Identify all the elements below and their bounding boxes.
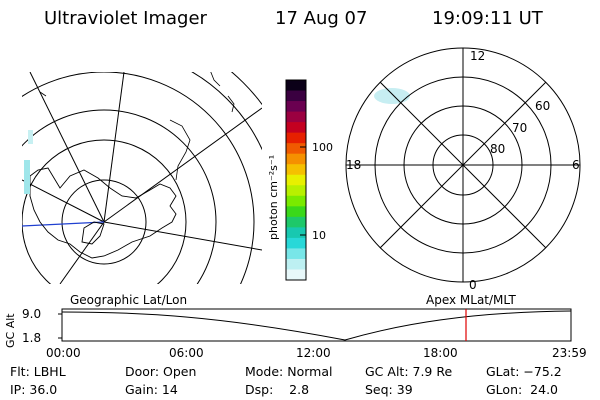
color-bar-segment: [286, 216, 306, 228]
coastline: [210, 72, 221, 87]
color-bar-segment: [286, 80, 306, 92]
color-bar-segment: [286, 143, 306, 155]
color-bar-segment: [286, 90, 306, 102]
latitude-circle: [22, 139, 187, 284]
color-bar-segment: [286, 122, 306, 134]
coastline: [169, 119, 191, 181]
color-bar-segment: [286, 269, 306, 281]
altitude-y-tick-label: 9.0: [22, 307, 41, 321]
coastline: [81, 221, 105, 245]
meridian-line: [29, 72, 105, 223]
color-bar-tick-label: 100: [312, 141, 333, 154]
magnetic-map-caption: Apex MLat/MLT: [426, 293, 516, 307]
meridian-line: [103, 72, 125, 223]
color-bar-segment: [286, 153, 306, 165]
meridian-line: [103, 107, 262, 223]
coastline: [29, 167, 177, 259]
magnetic-polar-map: [345, 47, 581, 283]
color-bar: [286, 80, 306, 281]
coastline: [227, 95, 235, 113]
color-bar-segment: [286, 258, 306, 270]
aurora-emission: [24, 160, 30, 194]
color-bar-unit-label: photon cm⁻²s⁻¹: [267, 155, 280, 240]
color-bar-segment: [286, 237, 306, 249]
info-seq: Seq: 39: [365, 382, 413, 397]
time-tick-label: 00:00: [46, 346, 81, 360]
color-bar-segment: [286, 101, 306, 113]
latitude-circle: [22, 109, 217, 284]
altitude-strip-frame: [61, 308, 572, 342]
mlat-label: 60: [535, 99, 550, 113]
info-mode: Mode: Normal: [245, 364, 332, 379]
color-bar-segment: [286, 174, 306, 186]
terminator-line: [22, 221, 105, 227]
mlat-circle: [403, 105, 523, 225]
aurora-emission: [374, 88, 410, 104]
info-gc-alt: GC Alt: 7.9 Re: [365, 364, 452, 379]
mlt-line: [379, 81, 547, 249]
time-tick-label: 06:00: [169, 346, 204, 360]
image-title: Ultraviolet Imager: [44, 8, 207, 29]
color-bar-segment: [286, 195, 306, 207]
color-bar-segment: [286, 227, 306, 239]
color-bar-tick-label: 10: [312, 229, 326, 242]
time-tick-label: 12:00: [296, 346, 331, 360]
mlat-label: 70: [512, 121, 527, 135]
color-bar-segment: [286, 248, 306, 260]
meridian-line: [103, 221, 262, 251]
info-glat: GLat: −75.2: [486, 364, 562, 379]
observation-time: 19:09:11 UT: [432, 8, 543, 29]
latitude-circle: [61, 179, 147, 265]
color-bar-segment: [286, 185, 306, 197]
coastline: [39, 91, 47, 97]
info-ip: IP: 36.0: [10, 382, 57, 397]
color-bar-segment: [286, 164, 306, 176]
altitude-strip: 9.0 1.8 GC Alt 00:00 06:00 12:00 18:00 2…: [4, 307, 587, 360]
mlt-label-right: 6: [572, 158, 580, 172]
altitude-axis-label: GC Alt: [4, 313, 17, 348]
color-bar-segment: [286, 111, 306, 123]
instrument-info-table: Flt: LBHL Door: Open Mode: Normal GC Alt…: [10, 364, 562, 397]
latitude-circle: [230, 72, 262, 106]
info-door: Door: Open: [125, 364, 196, 379]
mlat-circle: [374, 76, 552, 254]
color-bar-frame: [285, 79, 307, 281]
meridian-line: [22, 179, 105, 223]
color-bar-segment: [286, 132, 306, 144]
mlt-label-bottom: 0: [469, 278, 477, 292]
altitude-y-tick-label: 1.8: [22, 331, 41, 345]
latitude-circle: [22, 72, 255, 284]
info-filter: Flt: LBHL: [10, 364, 66, 379]
color-bar-segment: [286, 206, 306, 218]
info-glon: GLon: 24.0: [486, 382, 558, 397]
mlt-label-left: 18: [346, 158, 361, 172]
aurora-emission: [28, 130, 33, 144]
info-gain: Gain: 14: [125, 382, 178, 397]
info-dsp: Dsp: 2.8: [245, 382, 309, 397]
mlat-label: 80: [490, 142, 505, 156]
latitude-circle: [191, 72, 262, 151]
time-tick-label: 18:00: [423, 346, 458, 360]
mlat-circle: [345, 47, 581, 283]
geographic-map: [22, 72, 262, 284]
observation-date: 17 Aug 07: [275, 8, 368, 29]
time-tick-label: 23:59: [552, 346, 587, 360]
geographic-map-caption: Geographic Lat/Lon: [70, 293, 187, 307]
altitude-curve: [61, 310, 572, 341]
mlat-circle: [432, 134, 494, 196]
mlt-label-top: 12: [470, 49, 485, 63]
